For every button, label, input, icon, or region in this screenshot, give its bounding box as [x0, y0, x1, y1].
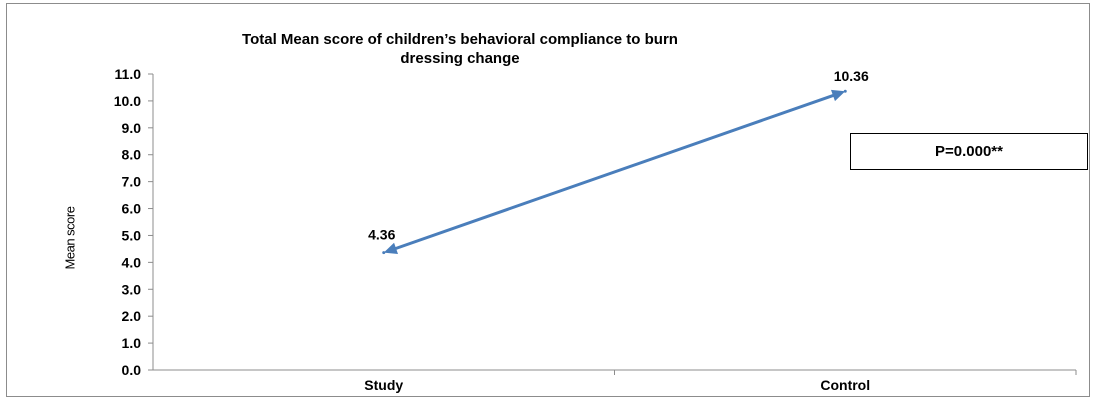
y-tick-label: 6.0: [122, 201, 142, 217]
series-marks: 4.36 10.36: [368, 68, 869, 255]
series-line: [393, 93, 836, 251]
y-tick-label: 0.0: [122, 362, 142, 378]
data-point: [382, 251, 386, 255]
y-tick-label: 1.0: [122, 335, 142, 351]
chart-title-line-1: Total Mean score of children’s behaviora…: [242, 31, 678, 48]
arrowhead-study: [383, 242, 399, 255]
data-point: [843, 89, 847, 93]
y-tick-label: 9.0: [122, 120, 142, 136]
y-tick-label: 7.0: [122, 174, 142, 190]
chart-frame: [6, 3, 1090, 397]
axes: 0.0 1.0 2.0 3.0 4.0 5.0 6.0 7.0 8.0 9.0 10.0 11.0 St…: [114, 66, 1077, 393]
y-tick-label: 2.0: [122, 308, 142, 324]
y-tick-label: 5.0: [122, 227, 142, 243]
y-tick-label: 10.0: [114, 93, 141, 109]
arrowhead-control: [830, 89, 846, 102]
chart-title-line-2: dressing change: [400, 50, 520, 67]
y-tick-label: 8.0: [122, 147, 142, 163]
p-value-annotation: P=0.000**: [850, 133, 1088, 170]
y-tick-label: 3.0: [122, 281, 142, 297]
y-tick-label: 4.0: [122, 254, 142, 270]
x-tick-label: Study: [364, 377, 403, 393]
x-tick-label: Control: [820, 377, 870, 393]
data-label: 10.36: [834, 68, 869, 84]
chart-title: Total Mean score of children’s behaviora…: [90, 30, 830, 68]
y-tick-label: 11.0: [115, 66, 142, 82]
data-label: 4.36: [368, 227, 395, 243]
